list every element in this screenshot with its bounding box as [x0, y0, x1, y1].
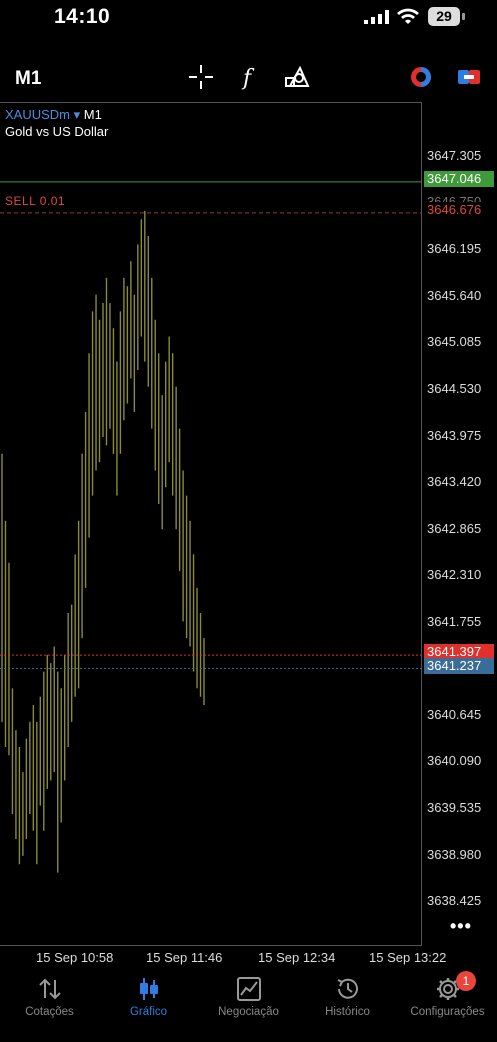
- trade-toggle-icon[interactable]: [456, 64, 482, 90]
- tab-label: Configurações: [410, 1006, 485, 1018]
- symbol-timeframe: M1: [83, 107, 102, 122]
- tab-history[interactable]: Histórico: [298, 968, 397, 1028]
- chart-candles-icon: [139, 978, 158, 1000]
- indicators-icon[interactable]: f: [236, 64, 262, 90]
- green-line-price-tag: 3647.046: [424, 171, 494, 187]
- price-tick: 3642.865: [427, 521, 482, 536]
- tab-label: Negociação: [218, 1006, 279, 1018]
- tab-label: Gráfico: [129, 1006, 168, 1018]
- more-options-button[interactable]: •••: [450, 916, 472, 936]
- time-tick: 15 Sep 12:34: [258, 950, 336, 965]
- clock: 14:10: [54, 5, 111, 28]
- price-tick: 3642.310: [427, 567, 482, 582]
- ask-price-tag: 3641.237: [424, 658, 494, 674]
- price-tick: 3643.975: [427, 428, 482, 443]
- price-tick: 3644.530: [427, 381, 482, 396]
- price-tick: 3647.305: [427, 148, 482, 163]
- bottom-tab-bar: Cotações Gráfico Negociação Histórico Co…: [0, 968, 497, 1042]
- status-bar: 14:10 29: [0, 0, 497, 40]
- price-tick: 3645.085: [427, 334, 482, 349]
- tab-trade[interactable]: Negociação: [199, 968, 298, 1028]
- quotes-icon: [38, 978, 61, 1000]
- timeframe-button[interactable]: M1: [15, 68, 42, 89]
- time-tick: 15 Sep 13:22: [369, 950, 447, 965]
- price-tick: 3645.640: [427, 288, 482, 303]
- tab-settings[interactable]: Configurações 1: [398, 968, 497, 1028]
- tab-chart[interactable]: Gráfico: [99, 968, 198, 1028]
- trade-icon: [236, 977, 261, 1001]
- price-tick: 3639.535: [427, 800, 482, 815]
- svg-text:f: f: [241, 66, 255, 90]
- chart-plot-area[interactable]: [0, 102, 422, 946]
- chart-symbol[interactable]: XAUUSDm ▾ M1: [5, 107, 102, 123]
- chart-toolbar: M1 f: [0, 56, 497, 100]
- time-tick: 15 Sep 11:46: [146, 950, 223, 965]
- bid-price-tag: 3641.397: [424, 644, 494, 660]
- time-tick: 15 Sep 10:58: [36, 950, 114, 965]
- sell-price-tag: 3646.676: [424, 202, 494, 218]
- price-tick: 3638.980: [427, 847, 482, 862]
- price-tick: 3640.090: [427, 753, 482, 768]
- price-chart[interactable]: [0, 102, 497, 948]
- symbol-dropdown-icon: ▾: [73, 107, 81, 122]
- price-tick: 3638.425: [427, 893, 482, 908]
- tab-label: Cotações: [25, 1006, 74, 1018]
- one-click-trading-icon[interactable]: [408, 64, 434, 90]
- crosshair-icon[interactable]: [188, 64, 214, 90]
- wifi-icon: [397, 8, 419, 24]
- price-tick: 3643.420: [427, 474, 482, 489]
- notification-badge: 1: [456, 971, 476, 991]
- price-tick: 3646.195: [427, 241, 482, 256]
- sell-position-label[interactable]: SELL 0.01: [5, 194, 66, 208]
- price-tick: 3641.755: [427, 614, 482, 629]
- tab-quotes[interactable]: Cotações: [0, 968, 99, 1028]
- battery-icon: [428, 7, 465, 26]
- settings-icon: [436, 978, 459, 1000]
- symbol-name: XAUUSDm: [5, 107, 71, 122]
- symbol-description: Gold vs US Dollar: [5, 124, 109, 139]
- price-tick: 3640.645: [427, 707, 482, 722]
- tab-label: Histórico: [325, 1006, 370, 1018]
- objects-icon[interactable]: [284, 64, 310, 90]
- cellular-signal-icon: [364, 10, 389, 24]
- battery-level: 29: [436, 8, 452, 24]
- history-icon: [337, 978, 358, 999]
